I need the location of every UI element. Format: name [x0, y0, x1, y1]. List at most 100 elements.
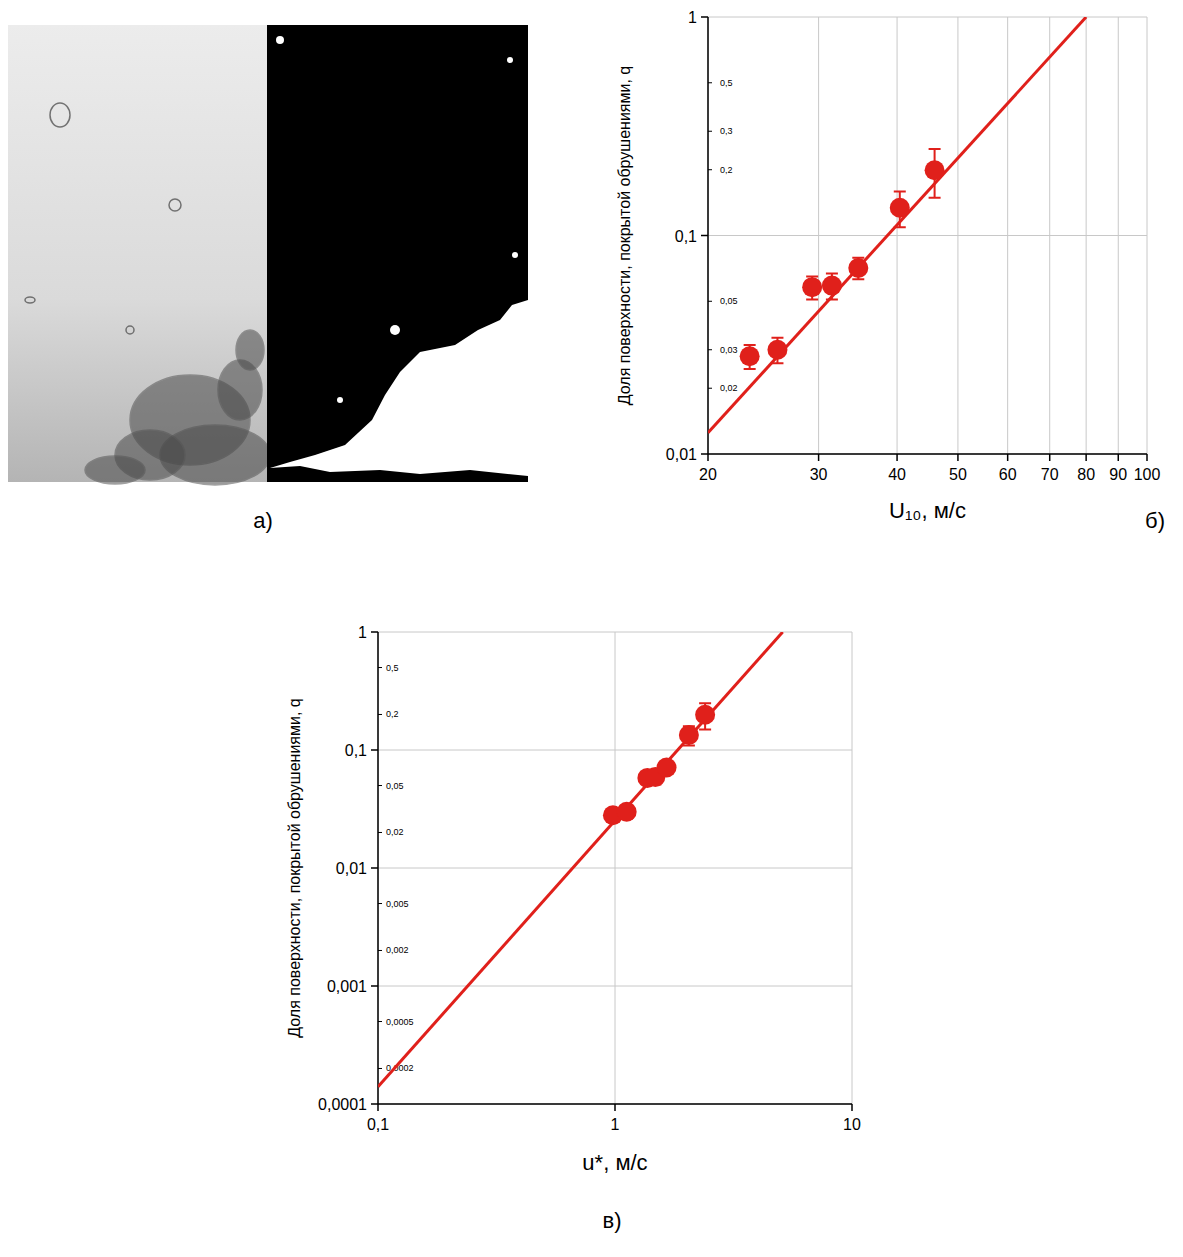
x-tick-label: 1: [611, 1116, 620, 1133]
data-point: [740, 346, 760, 366]
panel-label: а): [253, 508, 273, 533]
x-tick-label: 30: [810, 466, 828, 483]
x-tick-label: 40: [888, 466, 906, 483]
minor-tick: [708, 131, 712, 132]
photo-detail: [236, 330, 264, 370]
grid-line: [378, 868, 852, 869]
x-tick-label: 10: [843, 1116, 861, 1133]
y-tick-label: 0,1: [345, 742, 367, 759]
data-point: [679, 725, 699, 745]
x-tick: [818, 454, 820, 461]
x-tick: [1007, 454, 1009, 461]
mask: [267, 25, 528, 482]
photo: [8, 25, 267, 482]
data-point: [767, 340, 787, 360]
minor-tick: [378, 1068, 382, 1069]
photo-detail: [126, 326, 134, 334]
minor-label: 0,05: [720, 296, 738, 306]
x-tick: [707, 454, 709, 461]
y-tick-label: 0,01: [336, 860, 367, 877]
y-tick: [371, 1103, 378, 1105]
minor-tick: [378, 1021, 382, 1022]
minor-tick: [378, 950, 382, 951]
minor-label: 0,05: [386, 781, 404, 791]
photo-detail: [50, 103, 70, 127]
grid-line: [708, 17, 1147, 18]
minor-tick: [708, 169, 712, 170]
figure: а)б)в)20304050607080901000,010,110,50,30…: [0, 0, 1183, 1257]
minor-label: 0,2: [386, 709, 399, 719]
mask-speck: [276, 36, 284, 44]
x-tick: [614, 1104, 616, 1111]
mask-speck: [390, 325, 400, 335]
photo-detail: [85, 456, 145, 484]
data-point: [802, 277, 822, 297]
panel-label: б): [1145, 508, 1165, 533]
minor-tick: [708, 349, 712, 350]
y-tick-label: 0,0001: [318, 1096, 367, 1113]
grid-line: [378, 986, 852, 987]
data-point: [848, 258, 868, 278]
y-tick: [701, 235, 708, 237]
minor-label: 0,005: [386, 899, 409, 909]
minor-label: 0,0005: [386, 1017, 414, 1027]
data-point: [925, 160, 945, 180]
minor-tick: [378, 903, 382, 904]
x-tick: [957, 454, 959, 461]
data-point: [617, 802, 637, 822]
y-axis-title: Доля поверхности, покрытой обрушениями, …: [616, 66, 633, 405]
photo-panel: [8, 25, 528, 485]
x-tick: [1146, 454, 1148, 461]
mask-speck: [337, 397, 343, 403]
minor-label: 0,02: [720, 383, 738, 393]
minor-tick: [378, 714, 382, 715]
chart: 0,11100,00010,0010,010,110,50,20,050,020…: [286, 624, 861, 1175]
data-point: [657, 758, 677, 778]
data-point: [695, 705, 715, 725]
x-tick: [1118, 454, 1120, 461]
y-tick-label: 0,1: [675, 228, 697, 245]
mask-speck: [512, 252, 518, 258]
fit-line: [378, 632, 783, 1087]
minor-label: 0,5: [720, 78, 733, 88]
x-tick: [851, 1104, 853, 1111]
minor-label: 0,002: [386, 945, 409, 955]
chart: 20304050607080901000,010,110,50,30,20,05…: [616, 9, 1160, 523]
x-tick: [1085, 454, 1087, 461]
minor-tick: [378, 832, 382, 833]
y-tick: [701, 453, 708, 455]
grid-line: [708, 235, 1147, 236]
mask-speck: [467, 377, 473, 383]
y-tick-label: 1: [688, 9, 697, 26]
y-tick-label: 1: [358, 624, 367, 641]
photo-detail: [25, 297, 35, 303]
x-tick: [1049, 454, 1051, 461]
x-tick-label: 60: [999, 466, 1017, 483]
mask-gap: [270, 466, 528, 482]
fit-line: [708, 17, 1086, 433]
x-tick-label: 80: [1077, 466, 1095, 483]
plot-area: [378, 632, 783, 1087]
y-tick: [371, 867, 378, 869]
y-axis-title: Доля поверхности, покрытой обрушениями, …: [286, 698, 303, 1037]
y-tick-label: 0,001: [327, 978, 367, 995]
minor-label: 0,5: [386, 663, 399, 673]
mask-speck: [507, 57, 513, 63]
minor-tick: [708, 301, 712, 302]
x-axis: [708, 453, 1147, 455]
photo-detail: [169, 199, 181, 211]
data-point: [890, 198, 910, 218]
y-tick: [371, 631, 378, 633]
mask-foam: [270, 300, 528, 482]
grid-line: [378, 750, 852, 751]
y-tick: [701, 16, 708, 18]
plot-area: [708, 17, 1086, 433]
minor-label: 0,02: [386, 827, 404, 837]
y-tick: [371, 985, 378, 987]
x-tick-label: 90: [1109, 466, 1127, 483]
x-tick: [896, 454, 898, 461]
minor-label: 0,3: [720, 126, 733, 136]
x-tick-label: 100: [1134, 466, 1161, 483]
minor-label: 0,2: [720, 165, 733, 175]
x-tick-label: 70: [1041, 466, 1059, 483]
